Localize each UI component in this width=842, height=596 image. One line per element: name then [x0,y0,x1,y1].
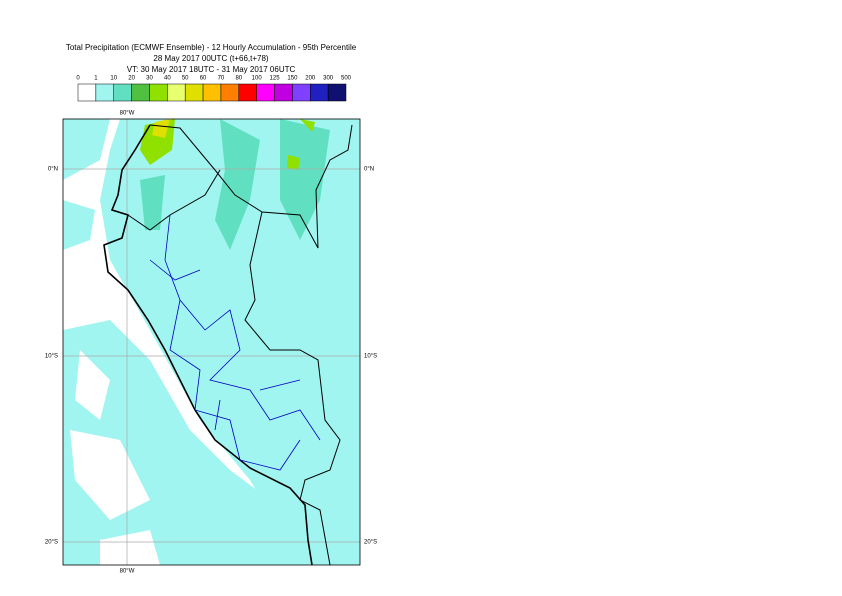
precip-area [100,119,360,565]
title-line: VT: 30 May 2017 18UTC - 31 May 2017 06UT… [127,65,296,74]
legend-label: 300 [323,76,334,82]
legend-label: 1 [94,76,98,82]
lat-label: 10°S [364,354,377,360]
legend-label: 125 [270,76,281,82]
title-line: Total Precipitation (ECMWF Ensemble) - 1… [66,43,357,52]
legend-label: 100 [252,76,263,82]
legend-label: 500 [341,76,352,82]
legend-swatch [220,83,240,102]
map [63,119,360,565]
legend-swatch [202,83,222,102]
legend-label: 70 [218,76,225,82]
legend-label: 50 [182,76,189,82]
legend: 0 1 10 20 30 40 50 60 70 80 100 125 150 200 300 500 [76,76,352,102]
legend-label: 0 [76,76,80,82]
legend-label: 80 [235,76,242,82]
titles: Total Precipitation (ECMWF Ensemble) - 1… [66,43,357,74]
region-border [149,214,321,471]
legend-label: 10 [110,76,117,82]
lat-label: 0°N [364,167,374,173]
title-line: 28 May 2017 00UTC (t+66,t+78) [153,54,269,63]
legend-swatch [131,83,150,102]
legend-swatch [292,83,311,102]
legend-label: 40 [164,76,171,82]
lat-label: 20°S [45,540,58,546]
legend-label: 150 [287,76,298,82]
lon-label: 80°W [120,569,135,575]
legend-swatch [238,83,257,102]
legend-label: 60 [200,76,207,82]
legend-swatch [274,83,293,102]
lat-label: 10°S [45,354,58,360]
legend-swatch [95,83,114,102]
legend-label: 200 [305,76,316,82]
legend-swatch [149,83,168,102]
legend-swatch [167,83,186,102]
precip-area [63,119,110,250]
lat-label: 20°S [364,540,377,546]
legend-swatch [184,83,204,102]
legend-swatch [113,83,132,102]
legend-swatch [327,83,347,102]
coastline [103,124,313,565]
precip-area [140,119,330,250]
legend-label: 20 [128,76,135,82]
lon-label: 80°W [120,111,135,117]
dry-area [70,350,160,565]
legend-label: 30 [146,76,153,82]
legend-swatch [77,83,97,102]
legend-swatch [256,83,275,102]
map-frame [62,118,361,566]
lat-label: 0°N [48,167,58,173]
precip-area [152,119,170,138]
legend-swatch [310,83,329,102]
